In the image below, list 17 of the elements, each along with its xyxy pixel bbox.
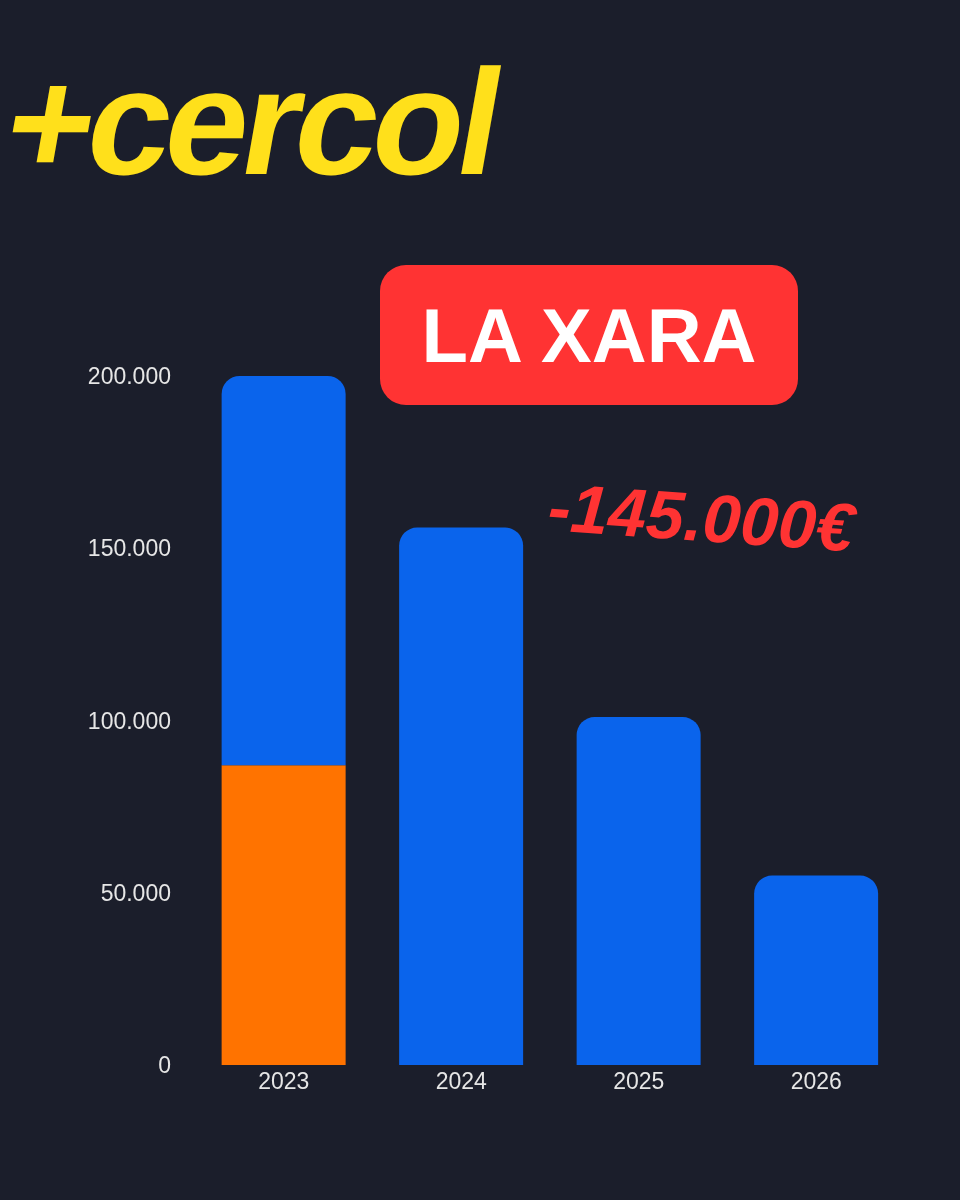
y-tick-label: 0 xyxy=(158,1052,171,1079)
x-tick-label: 2026 xyxy=(790,1068,842,1095)
x-tick-label: 2025 xyxy=(613,1068,665,1095)
chart-title: +cercol xyxy=(0,38,511,206)
bar xyxy=(576,717,701,1065)
bar xyxy=(399,527,524,1065)
y-tick-label: 150.000 xyxy=(87,535,171,562)
x-tick-label: 2023 xyxy=(258,1068,310,1095)
annotation: -145.000€ xyxy=(545,467,857,567)
bar xyxy=(221,765,346,1065)
bar xyxy=(754,875,879,1065)
y-tick-label: 100.000 xyxy=(87,707,171,734)
x-tick-label: 2024 xyxy=(435,1068,488,1095)
y-tick-label: 50.000 xyxy=(100,879,171,906)
bar xyxy=(221,376,346,766)
y-tick-label: 200.000 xyxy=(87,363,171,390)
chart-subtitle: LA XARA xyxy=(380,265,798,405)
